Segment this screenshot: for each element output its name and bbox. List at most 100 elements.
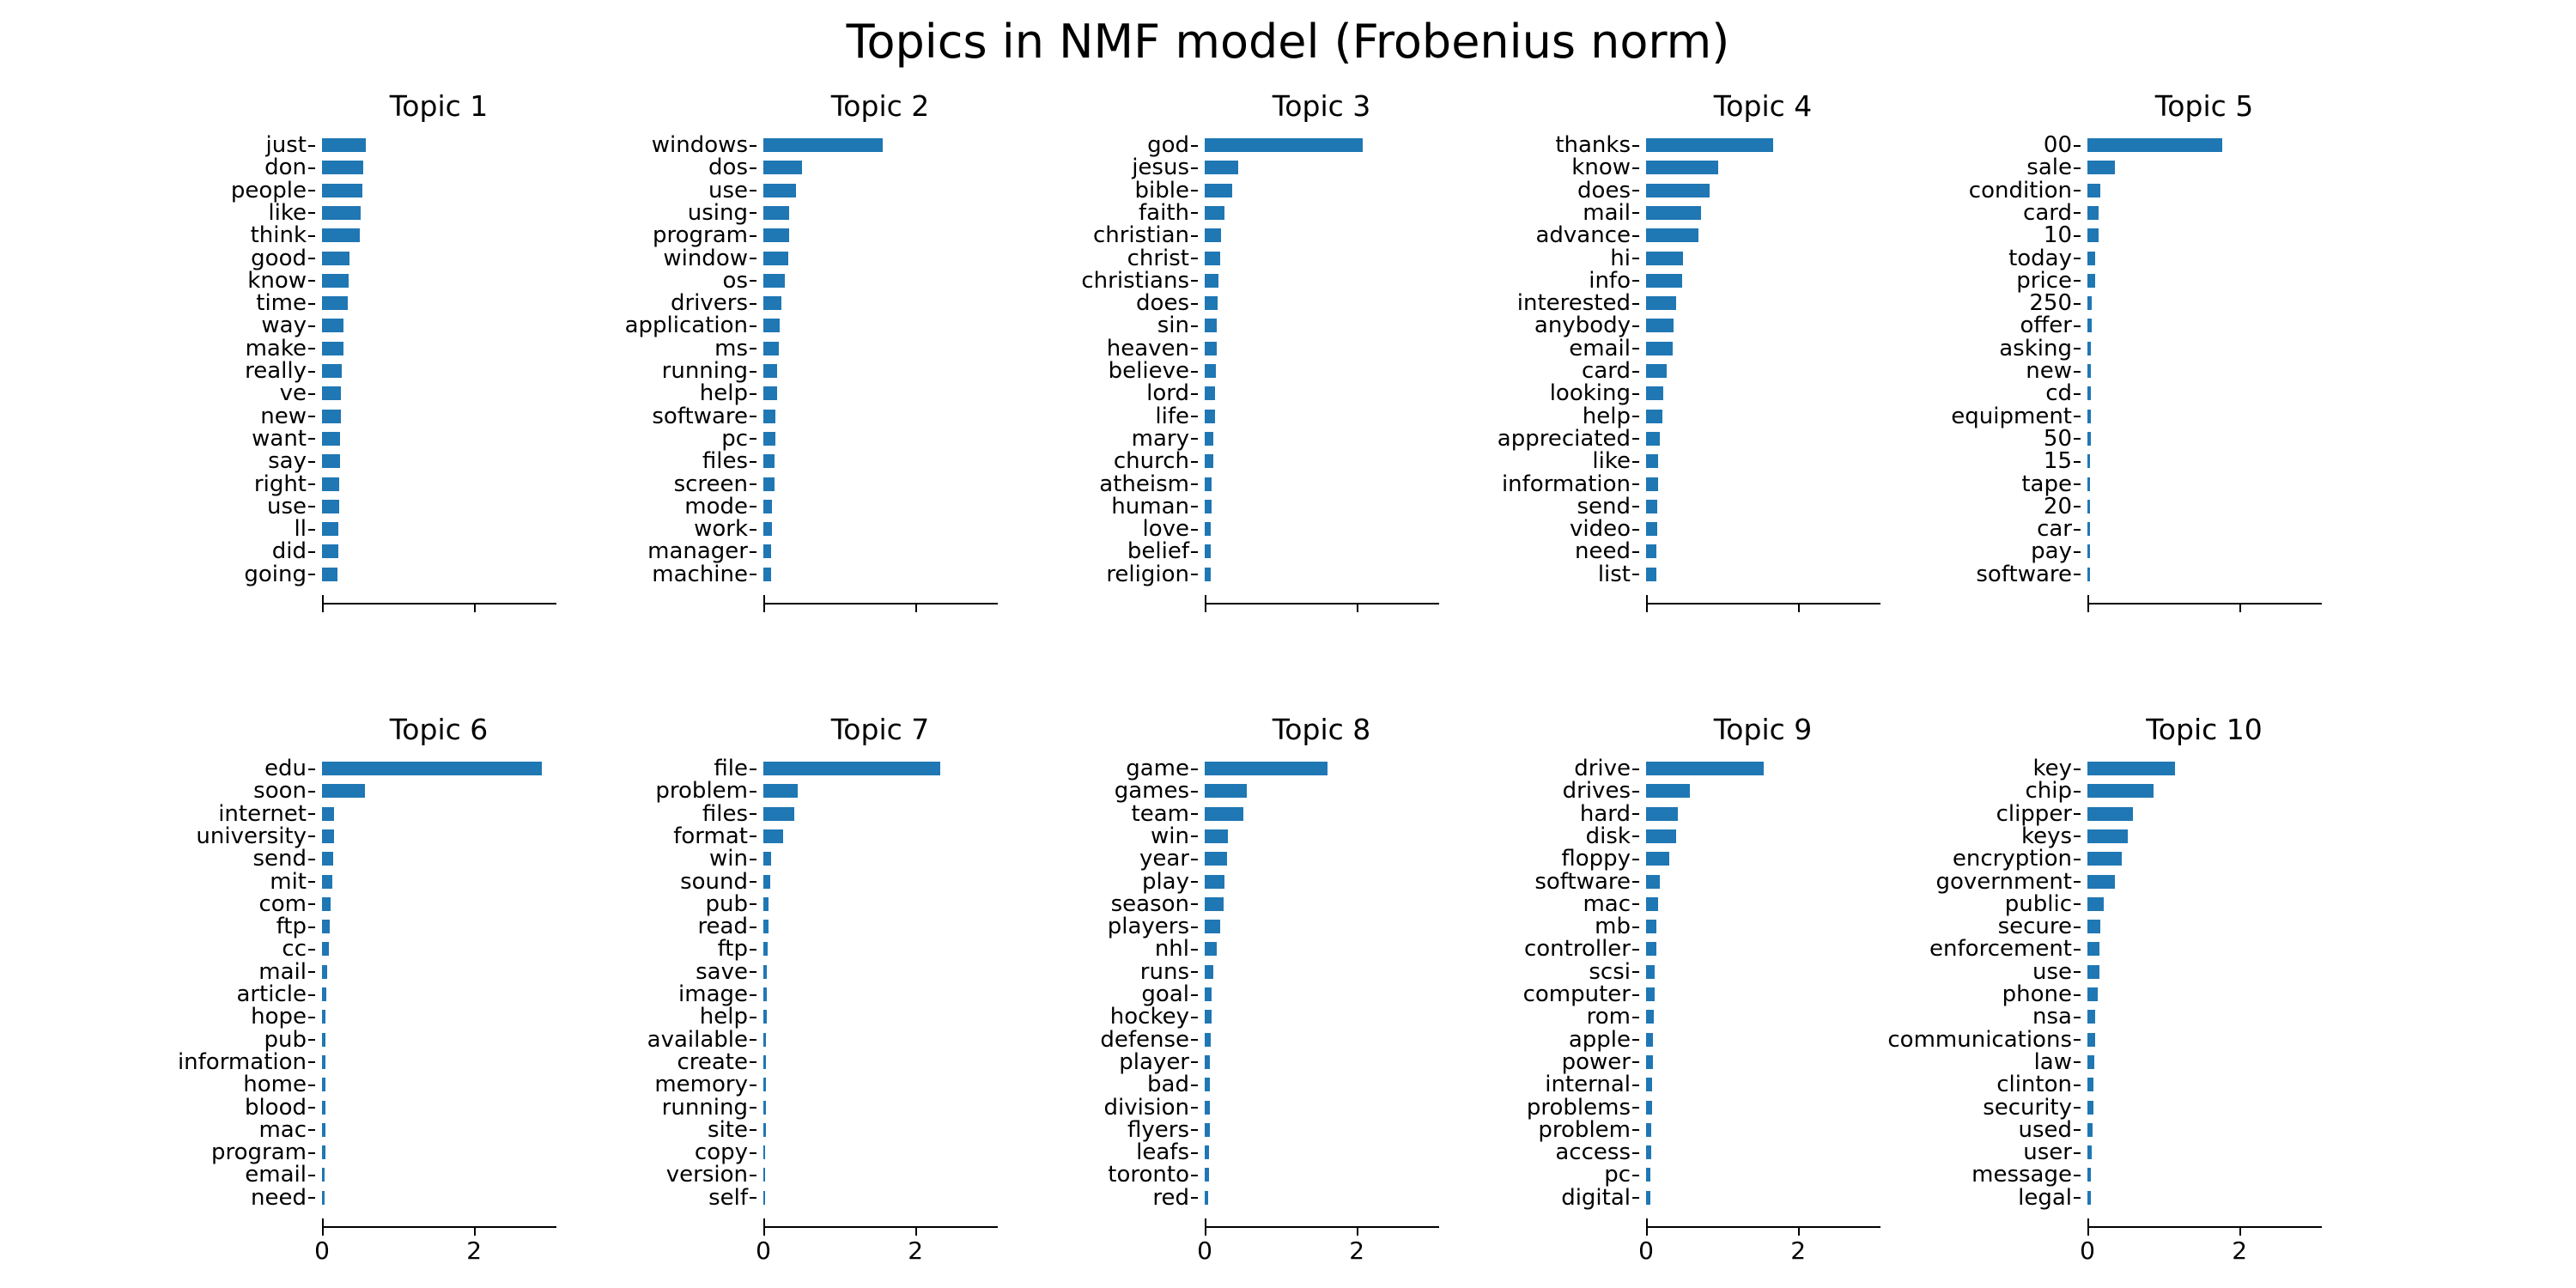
bar-row: enforcement	[1907, 938, 2354, 961]
y-tick-label: manager	[647, 538, 748, 565]
y-tick-mark	[308, 144, 315, 147]
y-tick-label: pub	[705, 890, 749, 917]
x-axis-line	[763, 1226, 998, 1228]
bar	[1646, 161, 1719, 175]
x-axis-left-corner	[1205, 1218, 1206, 1226]
y-tick-mark	[750, 903, 756, 906]
y-tick-mark	[1632, 370, 1639, 373]
bar-row: 50	[1907, 428, 2354, 450]
y-tick-label: toronto	[1108, 1162, 1189, 1188]
y-tick-mark	[1632, 234, 1639, 237]
y-tick-mark	[750, 234, 756, 237]
bar	[1646, 273, 1682, 288]
bar-row: sale	[1907, 156, 2354, 179]
x-axis-left-corner	[1646, 1218, 1648, 1226]
y-tick-label: drives	[1562, 778, 1631, 805]
subplot-topic-1: Topic 1 just don people like think good know tim…	[142, 89, 588, 656]
y-tick-label: mac	[1583, 890, 1631, 917]
bar-row: 15	[1907, 450, 2354, 472]
subplot-topic-5: Topic 5 00 sale condition card 10 today price 25…	[1907, 89, 2354, 656]
y-tick-mark	[1191, 234, 1198, 237]
x-axis-line	[763, 603, 998, 605]
y-tick-label: atheism	[1099, 471, 1189, 497]
y-tick-mark	[1632, 858, 1639, 860]
bar	[322, 1010, 326, 1024]
bar	[2087, 852, 2122, 866]
bar-row: people	[142, 179, 588, 202]
y-tick-mark	[308, 813, 315, 816]
bar-row: mary	[1024, 428, 1471, 450]
y-tick-label: encryption	[1952, 846, 2072, 872]
x-tick-mark	[1646, 1228, 1648, 1236]
bar-row: image	[583, 983, 1030, 1005]
bar-row: going	[142, 562, 588, 586]
y-tick-mark	[1191, 993, 1198, 996]
y-tick-label: self	[708, 1184, 748, 1211]
subplot-title: Topic 9	[1713, 713, 1813, 746]
y-tick-label: video	[1569, 516, 1631, 543]
bar	[2087, 544, 2090, 559]
bar	[2087, 522, 2090, 537]
bar	[322, 1168, 325, 1182]
subplot-topic-4: Topic 4 thanks know does mail advance hi info in…	[1466, 89, 1912, 656]
bar-row: phone	[1907, 983, 2354, 1005]
bar-row: read	[583, 915, 1030, 938]
figure-title: Topics in NMF model (Frobenius norm)	[846, 15, 1730, 69]
bar	[322, 228, 361, 243]
y-tick-label: christians	[1081, 267, 1189, 294]
bar-row: public	[1907, 892, 2354, 915]
y-tick-mark	[308, 574, 315, 576]
bar	[1646, 138, 1773, 152]
y-tick-mark	[1191, 528, 1198, 531]
bar-row: send	[142, 848, 588, 870]
bar-row: good	[142, 246, 588, 270]
bar-row: mb	[1466, 915, 1912, 938]
bar	[2087, 228, 2099, 243]
y-tick-label: sale	[2026, 155, 2072, 181]
y-tick-label: lord	[1146, 380, 1189, 407]
bar-row: car	[1907, 518, 2354, 540]
y-tick-mark	[1632, 948, 1639, 951]
y-tick-mark	[1632, 167, 1639, 169]
bar-row: win	[1024, 825, 1471, 848]
bar-row: appreciated	[1466, 428, 1912, 450]
y-tick-mark	[2074, 280, 2081, 283]
bar-row: christian	[1024, 224, 1471, 246]
y-tick-label: season	[1110, 890, 1189, 917]
bar-row: sin	[1024, 314, 1471, 337]
x-axis-left-corner	[1205, 595, 1206, 603]
y-tick-mark	[1632, 1107, 1639, 1109]
bar-row: mac	[1466, 890, 1912, 917]
y-tick-mark	[1191, 302, 1198, 305]
y-tick-label: bad	[1147, 1072, 1189, 1098]
bar	[2087, 874, 2115, 889]
bar	[763, 1122, 766, 1137]
bar	[322, 431, 341, 446]
bar-row: like	[142, 202, 588, 224]
y-tick-mark	[308, 392, 315, 395]
y-tick-label: human	[1111, 493, 1189, 519]
y-tick-mark	[1632, 438, 1639, 440]
bar-row: home	[142, 1073, 588, 1096]
bar-row: message	[1907, 1163, 2354, 1187]
bar-row: way	[142, 314, 588, 337]
bar-row: power	[1466, 1051, 1912, 1073]
y-tick-mark	[750, 1174, 756, 1176]
bar	[1646, 431, 1660, 446]
y-tick-label: hard	[1579, 800, 1631, 827]
y-tick-mark	[1632, 550, 1639, 553]
y-tick-label: running	[661, 358, 748, 384]
bar	[763, 183, 797, 197]
subplot-title: Topic 5	[2154, 89, 2254, 123]
y-tick-mark	[1191, 144, 1198, 147]
bar-row: jesus	[1024, 156, 1471, 179]
bar	[763, 138, 884, 152]
bar	[1205, 228, 1221, 243]
y-tick-mark	[1191, 167, 1198, 169]
bar-row: offer	[1907, 314, 2354, 337]
subplot-title: Topic 3	[1272, 89, 1371, 123]
bar	[1205, 251, 1220, 265]
bar	[322, 567, 337, 581]
bar-row: available	[583, 1028, 1030, 1051]
y-tick-mark	[1191, 258, 1198, 259]
